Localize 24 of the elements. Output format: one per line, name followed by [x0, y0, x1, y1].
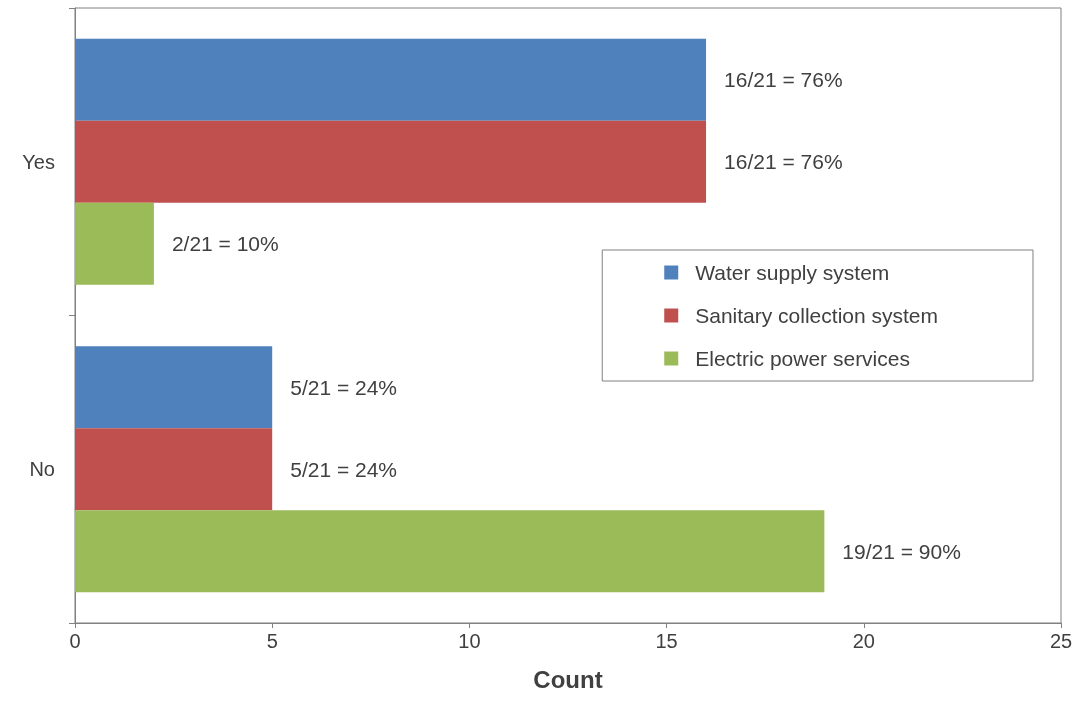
legend-label: Sanitary collection system	[695, 304, 938, 327]
legend-label: Water supply system	[695, 261, 890, 284]
data-label: 5/21 = 24%	[290, 375, 398, 399]
bar	[75, 428, 273, 511]
y-tick-label: No	[29, 458, 55, 481]
legend-label: Electric power services	[695, 347, 910, 370]
data-label: 19/21 = 90%	[842, 539, 961, 563]
bar	[75, 120, 707, 203]
bar	[75, 202, 154, 285]
data-label: 2/21 = 10%	[171, 232, 279, 256]
data-label: 5/21 = 24%	[290, 457, 398, 481]
bar	[75, 38, 707, 121]
data-label: 16/21 = 76%	[724, 150, 843, 174]
x-tick-label: 5	[266, 630, 278, 652]
x-axis-title: Count	[533, 665, 603, 693]
data-label: 16/21 = 76%	[724, 68, 843, 92]
x-tick-label: 10	[458, 630, 481, 652]
bar	[75, 510, 825, 593]
x-tick-label: 25	[1049, 630, 1073, 652]
x-tick-label: 0	[69, 630, 81, 652]
bar	[75, 346, 273, 429]
y-tick-label: Yes	[22, 150, 55, 173]
x-tick-label: 15	[655, 630, 678, 652]
x-tick-label: 20	[852, 630, 875, 652]
